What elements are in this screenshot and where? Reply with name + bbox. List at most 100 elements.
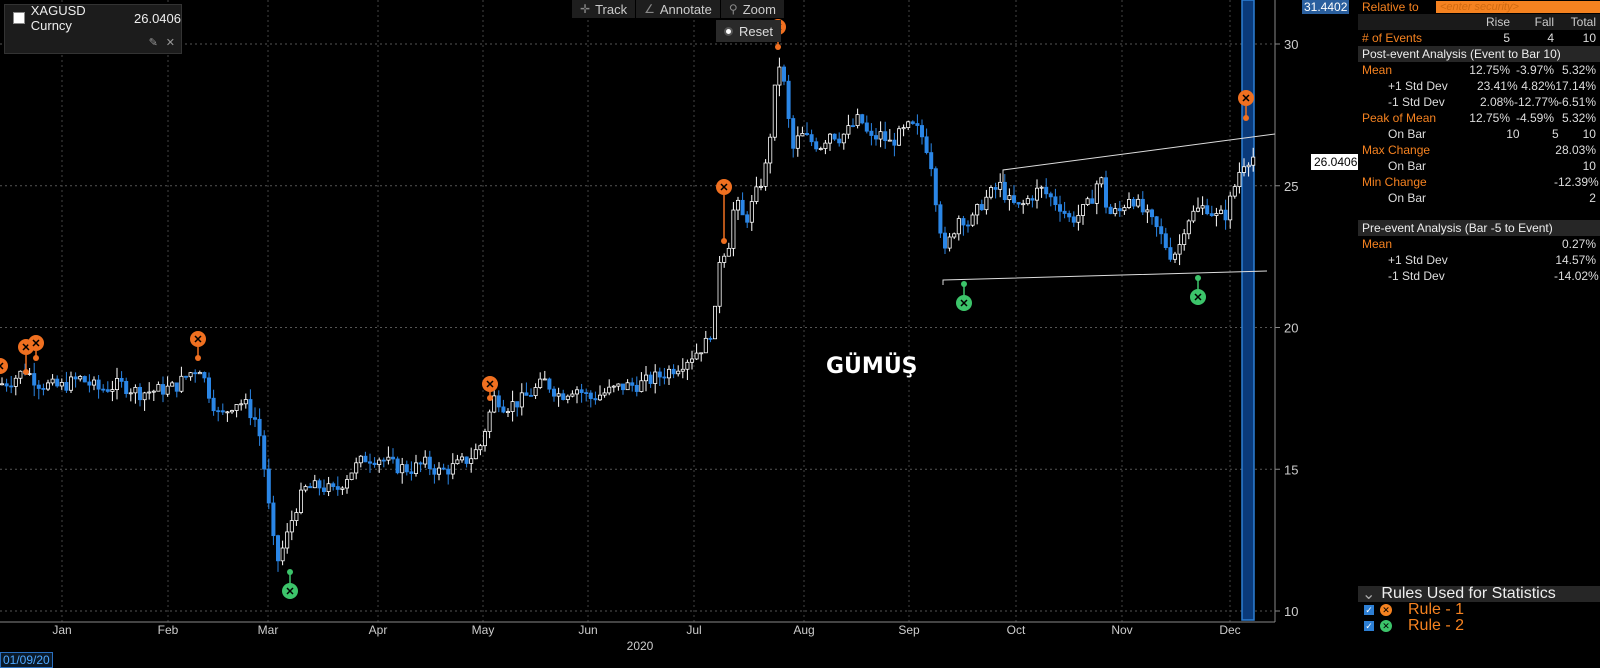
chart-watermark-text: GÜMÜŞ [826, 354, 918, 379]
candle-body [252, 417, 257, 420]
candle-body [294, 512, 299, 522]
candle-body [1076, 215, 1081, 223]
candle-body [206, 377, 211, 399]
rules-section: ⌄ Rules Used for Statistics ✓ ✕ Rule - 1… [1358, 585, 1600, 634]
candle-body [1131, 199, 1136, 207]
close-icon[interactable]: ✕ [165, 37, 175, 49]
candle-body [805, 133, 810, 136]
candle-body [648, 374, 653, 384]
candle-body [924, 136, 929, 153]
pre-event-total: -14.02% [1554, 269, 1599, 283]
candle-body [851, 125, 856, 127]
rule-2-marker-dot [961, 281, 967, 287]
post-event-label: Min Change [1362, 175, 1427, 189]
candle-body [970, 214, 975, 226]
pencil-icon: ∠ [644, 2, 655, 16]
candle-body [846, 125, 851, 135]
candle-body [690, 358, 695, 363]
candle-body [1021, 203, 1026, 206]
security-input[interactable]: <enter security> [1436, 1, 1600, 13]
candle-body [289, 520, 294, 533]
candle-body [280, 547, 285, 562]
post-event-label: +1 Std Dev [1388, 79, 1448, 93]
post-event-row: -1 Std Dev 2.08% -12.77% -6.51% [1358, 94, 1600, 110]
pin-icon[interactable]: ✎ [148, 37, 158, 49]
post-event-row: On Bar 10 [1358, 158, 1600, 174]
candle-body [170, 382, 175, 387]
reset-label: Reset [739, 23, 773, 39]
candle-body [874, 135, 879, 140]
track-button[interactable]: ✛ Track [572, 0, 637, 18]
events-label: # of Events [1362, 31, 1423, 45]
rule-1-marker-glyph: ✕ [0, 361, 5, 373]
candle-body [1154, 216, 1159, 228]
candle-body [621, 383, 626, 391]
track-label: Track [595, 1, 628, 17]
pre-event-row: +1 Std Dev 14.57% [1358, 252, 1600, 268]
candle-body [501, 406, 506, 413]
candle-body [1251, 156, 1256, 166]
candle-body [156, 384, 161, 392]
candle-body [768, 136, 773, 164]
candle-body [432, 468, 437, 475]
rule-1-marker-glyph: ✕ [719, 182, 728, 194]
candle-body [41, 388, 46, 390]
candle-body [271, 502, 276, 537]
reset-button[interactable]: Reset [716, 20, 781, 42]
candle-body [703, 337, 708, 354]
candle-body [285, 531, 290, 549]
candle-body [561, 393, 566, 400]
candle-body [1090, 198, 1095, 204]
zoom-button[interactable]: ⚲ Zoom [720, 0, 785, 18]
rule-1-marker-glyph: ✕ [193, 334, 202, 346]
rule-1-marker-dot [1243, 115, 1249, 121]
candle-body [1242, 166, 1247, 173]
zoom-label: Zoom [742, 1, 776, 17]
candle-body [1186, 220, 1191, 235]
annotate-label: Annotate [659, 1, 712, 17]
collapse-icon[interactable]: ⌄ [1362, 586, 1376, 603]
candle-body [878, 131, 883, 140]
candle-body [239, 403, 244, 406]
legend-last-value: 26.0406 [134, 10, 181, 26]
column-headers: Rise Fall Total [1358, 14, 1600, 30]
candle-body [505, 411, 510, 413]
candle-body [542, 378, 547, 381]
candle-body [469, 458, 474, 464]
x-tick-label: Jun [578, 623, 597, 637]
x-year-label: 2020 [627, 639, 654, 653]
candle-body [59, 382, 64, 387]
candle-body [101, 388, 106, 391]
candle-body [1025, 198, 1030, 205]
candle-body [1237, 172, 1242, 188]
candle-body [1136, 198, 1141, 207]
candle-body [78, 376, 83, 380]
post-event-rise: 2.08% [1479, 95, 1514, 109]
candle-body [910, 121, 915, 124]
date-range-start[interactable]: 01/09/20 [0, 652, 53, 668]
x-tick-label: Jul [686, 623, 701, 637]
post-event-label: Mean [1362, 63, 1393, 77]
post-event-title: Post-event Analysis (Event to Bar 10) [1358, 46, 1600, 62]
post-event-row: Mean 12.75% -3.97% 5.32% [1358, 62, 1600, 78]
legend-box[interactable]: XAGUSD Curncy 26.0406 ✎ ✕ [4, 3, 182, 54]
series-swatch[interactable] [13, 12, 25, 24]
pre-event-total: 14.57% [1555, 253, 1597, 267]
rule-1-label: Rule - 1 [1408, 601, 1465, 618]
annotate-button[interactable]: ∠ Annotate [636, 0, 721, 18]
candle-body [818, 148, 823, 150]
rule-1-checkbox[interactable]: ✓ [1364, 605, 1374, 615]
candle-body [18, 370, 23, 379]
candle-body [933, 168, 938, 206]
candle-body [487, 411, 492, 432]
rules-header[interactable]: ⌄ Rules Used for Statistics [1358, 585, 1600, 603]
pre-event-label: -1 Std Dev [1388, 269, 1445, 283]
rule-2-checkbox[interactable]: ✓ [1364, 621, 1374, 631]
candle-body [1113, 208, 1118, 215]
candle-body [993, 187, 998, 190]
candle-body [459, 456, 464, 461]
post-event-label: Peak of Mean [1362, 111, 1437, 125]
y-tick-label: 30 [1284, 37, 1298, 52]
events-row: # of Events 5 4 10 [1358, 30, 1600, 46]
